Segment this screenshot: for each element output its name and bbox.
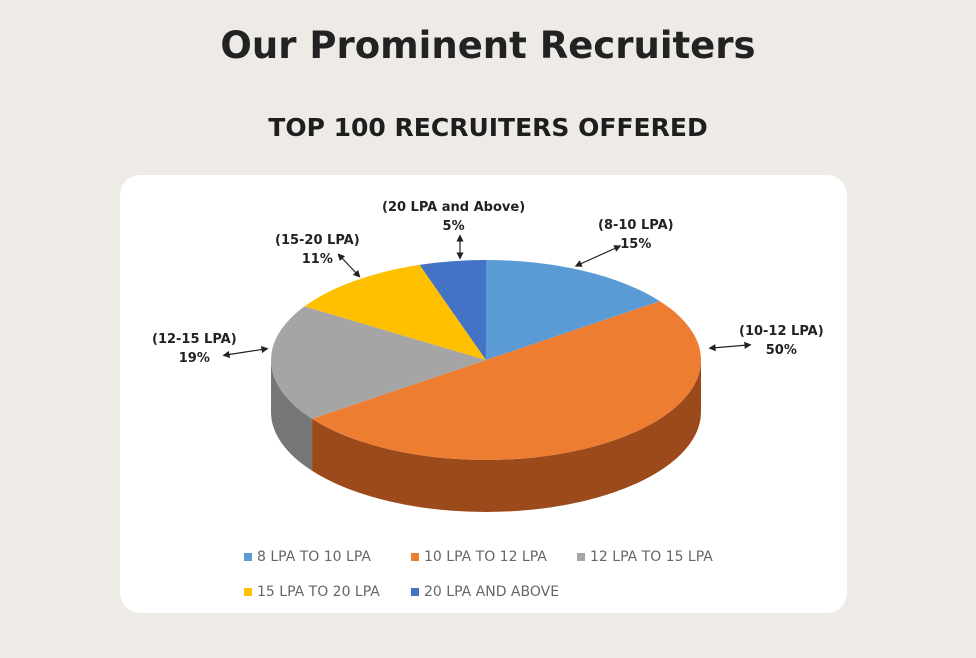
leader-arrow-1	[574, 245, 622, 267]
slice-label-20-plus: (20 LPA and Above) 5%	[382, 200, 526, 234]
pie-side-1	[312, 360, 701, 512]
legend-swatch	[244, 588, 252, 596]
legend-item-8-10: 8 LPA TO 10 LPA	[244, 549, 371, 565]
pie-slice-3	[304, 264, 486, 360]
legend-text: 15 LPA TO 20 LPA	[257, 584, 380, 600]
legend-text: 10 LPA TO 12 LPA	[424, 549, 547, 565]
slice-label-8-10: (8-10 LPA) 15%	[598, 218, 674, 252]
legend-item-20-plus: 20 LPA AND ABOVE	[411, 584, 559, 600]
pie-slice-2	[271, 306, 486, 419]
legend-swatch	[577, 553, 585, 561]
legend-item-10-12: 10 LPA TO 12 LPA	[411, 549, 547, 565]
leader-arrow-3	[222, 345, 269, 359]
legend-text: 12 LPA TO 15 LPA	[590, 549, 713, 565]
leader-arrow-2	[337, 253, 361, 278]
legend-item-15-20: 15 LPA TO 20 LPA	[244, 584, 380, 600]
page-title: Our Prominent Recruiters	[220, 24, 756, 67]
chart-title: TOP 100 RECRUITERS OFFERED	[268, 113, 708, 142]
legend-swatch	[411, 588, 419, 596]
legend-item-12-15: 12 LPA TO 15 LPA	[577, 549, 713, 565]
pie-slice-4	[419, 260, 486, 360]
legend-text: 8 LPA TO 10 LPA	[257, 549, 371, 565]
leader-arrow-4	[708, 341, 752, 352]
slice-label-10-12: (10-12 LPA) 50%	[739, 324, 824, 358]
slice-label-12-15: (12-15 LPA) 19%	[152, 332, 237, 366]
slice-label-15-20: (15-20 LPA) 11%	[275, 233, 360, 267]
pie-side-2	[271, 360, 313, 471]
pie-slice-0	[486, 260, 660, 360]
legend-text: 20 LPA AND ABOVE	[424, 584, 560, 600]
pie-slice-1	[312, 301, 702, 461]
legend-swatch	[411, 553, 419, 561]
legend-swatch	[244, 553, 252, 561]
